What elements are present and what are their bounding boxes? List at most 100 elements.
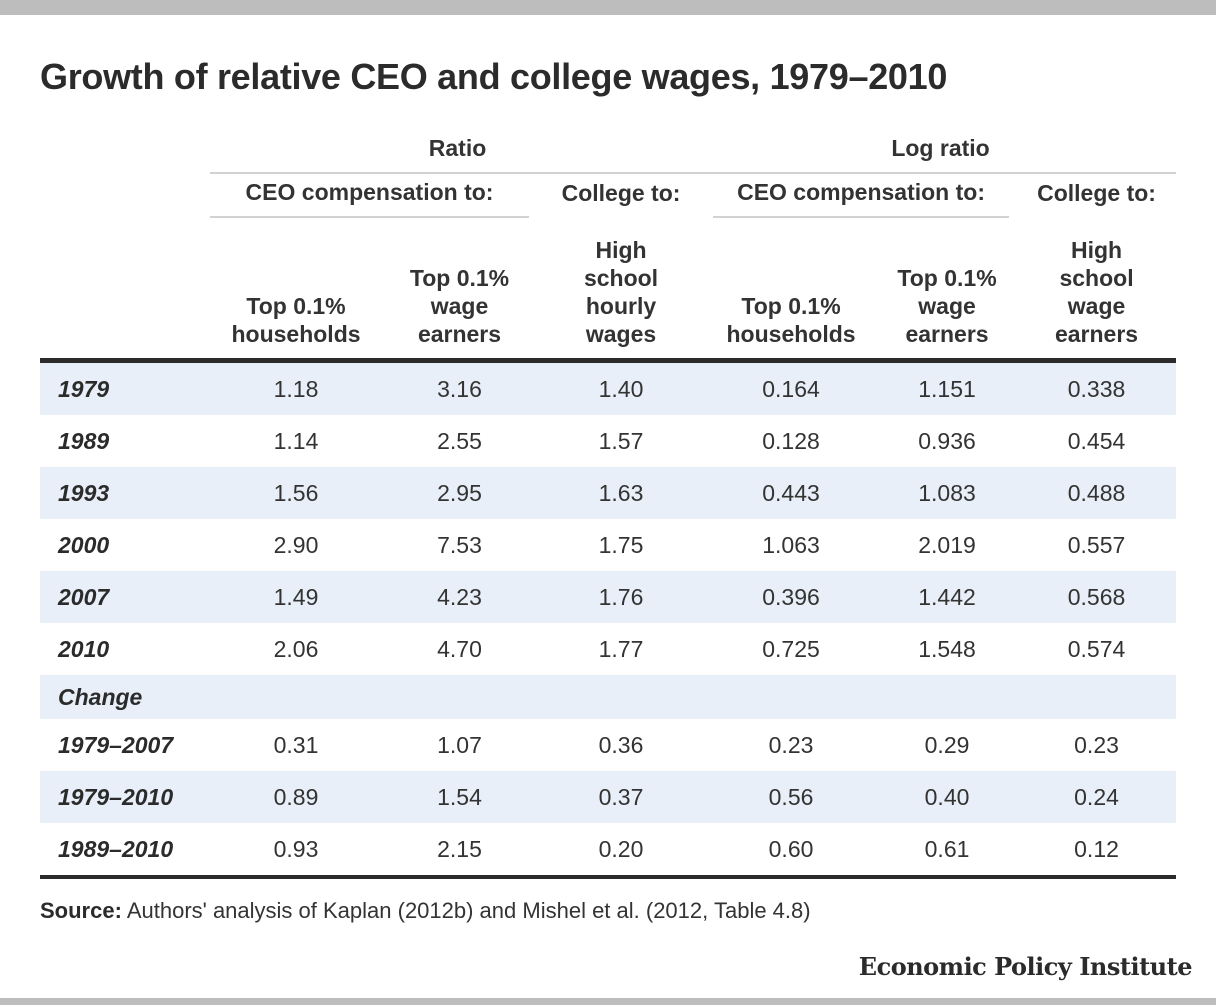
table-cell: 1.77: [598, 635, 644, 662]
table-cell: 1.40: [537, 360, 706, 415]
source-note: Source: Authors' analysis of Kaplan (201…: [40, 898, 1176, 924]
table-row: 1993 1.56 2.95 1.63 0.443 1.083 0.488: [40, 467, 1177, 519]
column-header-line: school: [1059, 265, 1134, 291]
table-row: 2007 1.49 4.23 1.76 0.396 1.442 0.568: [40, 571, 1177, 623]
corner-cell: [40, 124, 210, 173]
table-cell: 1.063: [762, 531, 820, 558]
row-label: 1979–2007: [58, 731, 174, 758]
table-cell: 2.95: [382, 467, 537, 519]
subheader-college-log: College to:: [1017, 172, 1177, 222]
table-cell: 0.23: [768, 731, 814, 758]
column-header: High school hourly wages: [537, 222, 705, 361]
table-cell: 0.568: [1017, 571, 1177, 623]
table-cell: 2.55: [437, 427, 482, 454]
column-header-line: Top 0.1%: [246, 293, 346, 319]
table-cell: 2.06: [273, 635, 319, 662]
subheader-ceo-ratio: CEO compensation to:: [210, 172, 537, 222]
column-header: High school wage earners: [1017, 222, 1176, 361]
table-cell: 3.16: [382, 360, 537, 415]
column-header-line: wage: [1067, 293, 1126, 319]
brand-logo: Economic Policy Institute: [858, 952, 1193, 981]
table-cell: 1.07: [437, 731, 482, 758]
column-header-line: hourly: [585, 293, 657, 319]
table-cell: 0.488: [1017, 467, 1177, 519]
table-cell: 0.23: [1074, 731, 1119, 758]
bottom-border: [0, 998, 1216, 1005]
table-cell: 0.36: [598, 731, 644, 758]
table-cell: 0.31: [273, 731, 319, 758]
column-header: Top 0.1% households: [210, 222, 382, 361]
group-header-ratio: Ratio: [210, 124, 705, 173]
table-cell: 1.14: [273, 427, 319, 454]
row-label: 1993: [40, 467, 210, 519]
page-title: Growth of relative CEO and college wages…: [40, 56, 948, 97]
table-cell: 0.128: [762, 427, 820, 454]
table-cell: 0.454: [1067, 427, 1126, 454]
column-header-line: households: [726, 321, 856, 347]
group-header-log-ratio-label: Log ratio: [891, 134, 990, 161]
table-cell: 2.019: [918, 531, 976, 558]
table-cell: 0.93: [273, 835, 319, 862]
table-cell: 0.61: [924, 835, 970, 862]
table-cell: 2.15: [437, 835, 482, 862]
column-header: Top 0.1% wage earners: [382, 222, 537, 361]
table-cell: 0.37: [537, 771, 706, 823]
table-cell: 0.56: [705, 771, 878, 823]
row-label: 1989: [58, 427, 110, 454]
table-cell: 1.18: [210, 360, 382, 415]
column-header-line: Top 0.1%: [741, 293, 841, 319]
row-label: 1979–2010: [40, 771, 210, 823]
table-cell: 1.63: [537, 467, 706, 519]
table-cell: 1.49: [210, 571, 382, 623]
column-header-line: wage: [918, 293, 976, 319]
table-row: 2010 2.06 4.70 1.77 0.725 1.548 0.574: [40, 623, 1176, 675]
subheader-ceo-ratio-label: CEO compensation to:: [210, 179, 529, 218]
table-cell: 0.557: [1067, 531, 1126, 558]
table-cell: 1.76: [537, 571, 706, 623]
column-header-line: High: [1070, 237, 1123, 263]
table-row: 1979–2010 0.89 1.54 0.37 0.56 0.40 0.24: [40, 771, 1177, 823]
section-row: Change: [40, 675, 1177, 719]
column-header-line: High: [595, 237, 647, 263]
table-cell: 0.40: [877, 771, 1018, 823]
table-cell: 0.12: [1074, 835, 1119, 862]
column-header-line: earners: [417, 321, 502, 347]
table-cell: 0.396: [705, 571, 878, 623]
table-cell: 0.60: [768, 835, 814, 862]
table-cell: 0.29: [924, 731, 970, 758]
corner-cell: [40, 222, 210, 361]
row-label: 1989–2010: [58, 835, 174, 862]
source-text: Authors' analysis of Kaplan (2012b) and …: [121, 898, 811, 923]
column-header-line: households: [231, 321, 361, 347]
source-prefix: Source:: [40, 898, 122, 923]
subheader-college-ratio-label: College to:: [561, 179, 681, 206]
table-cell: 0.20: [598, 835, 644, 862]
subheader-ceo-log-label: CEO compensation to:: [713, 179, 1010, 218]
column-header-line: earners: [905, 321, 989, 347]
table-cell: 0.164: [705, 360, 878, 415]
table-cell: 2.90: [273, 531, 319, 558]
column-header-line: Top 0.1%: [409, 265, 510, 291]
group-header-log-ratio: Log ratio: [705, 124, 1176, 173]
table-cell: 0.725: [762, 635, 820, 662]
subheader-ceo-log: CEO compensation to:: [705, 172, 1018, 222]
table-cell: 4.70: [437, 635, 482, 662]
table-row: 1979 1.18 3.16 1.40 0.164 1.151 0.338: [40, 360, 1177, 415]
corner-cell: [40, 173, 210, 222]
column-header-line: earners: [1054, 321, 1139, 347]
row-label: 2000: [58, 531, 110, 558]
table-cell: 1.56: [210, 467, 382, 519]
table-cell: 1.57: [598, 427, 644, 454]
table-cell: 0.574: [1067, 635, 1126, 662]
table-cell: 7.53: [437, 531, 482, 558]
table-cell: 1.151: [877, 360, 1018, 415]
table-cell: 1.548: [918, 635, 976, 662]
table-row: 2000 2.90 7.53 1.75 1.063 2.019 0.557: [40, 519, 1176, 571]
table-cell: 1.442: [877, 571, 1018, 623]
table-cell: 1.54: [382, 771, 537, 823]
row-label: 1979: [40, 360, 210, 415]
table-cell: 4.23: [382, 571, 537, 623]
group-header-ratio-label: Ratio: [428, 134, 487, 161]
table-cell: 0.936: [918, 427, 976, 454]
table-cell: 0.443: [705, 467, 878, 519]
